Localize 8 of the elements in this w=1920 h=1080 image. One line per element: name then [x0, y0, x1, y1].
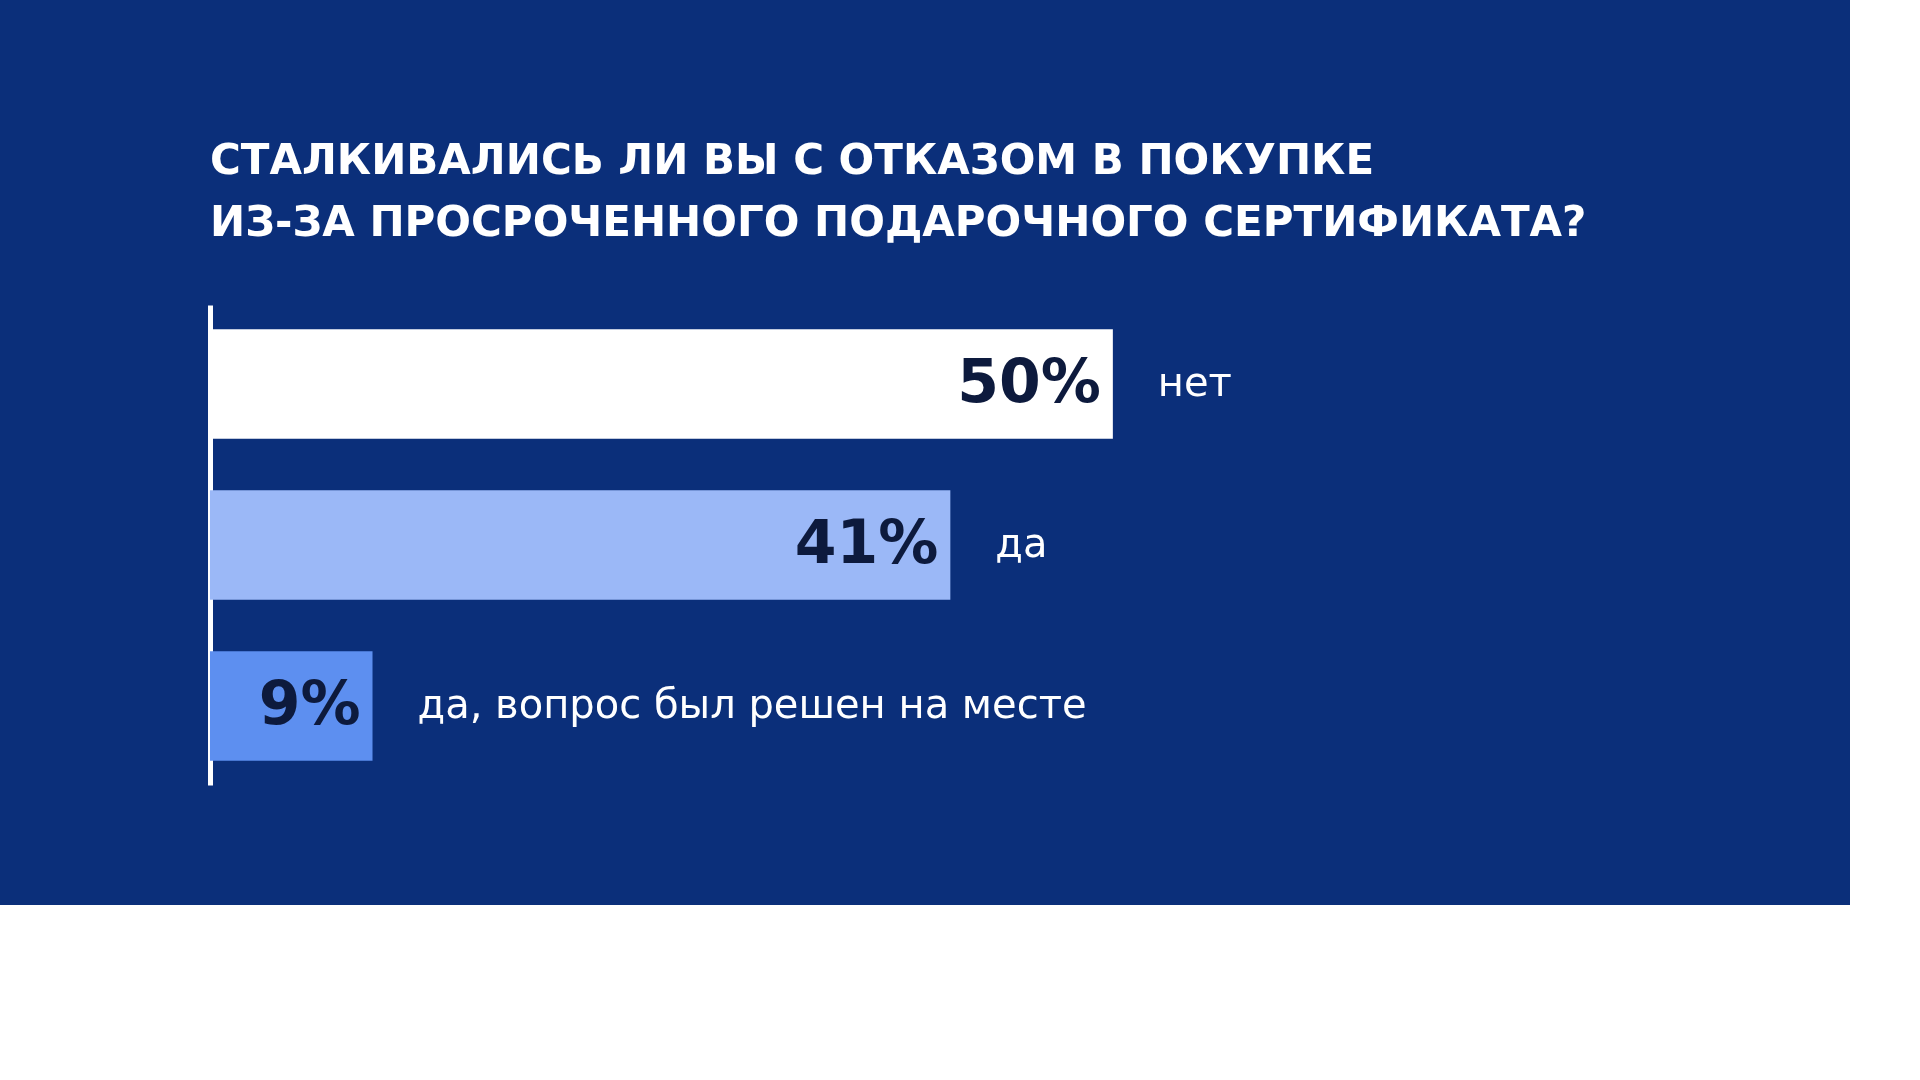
text: ИЗ-ЗА ПРОСРОЧЕННОГО ПОДАРОЧНОГО СЕРТИФИКАТА?	[210, 197, 1587, 246]
y-tick-label: да	[995, 520, 1048, 566]
data-label: 9%	[258, 668, 361, 739]
text: СТАЛКИВАЛИСЬ ЛИ ВЫ С ОТКАЗОМ В ПОКУПКЕ	[210, 135, 1375, 184]
data-label: 50%	[957, 345, 1101, 416]
y-tick-label: нет	[1157, 358, 1232, 405]
data-label: 41%	[794, 507, 939, 577]
y-tick-label: да, вопрос был решен на месте	[417, 681, 1087, 728]
